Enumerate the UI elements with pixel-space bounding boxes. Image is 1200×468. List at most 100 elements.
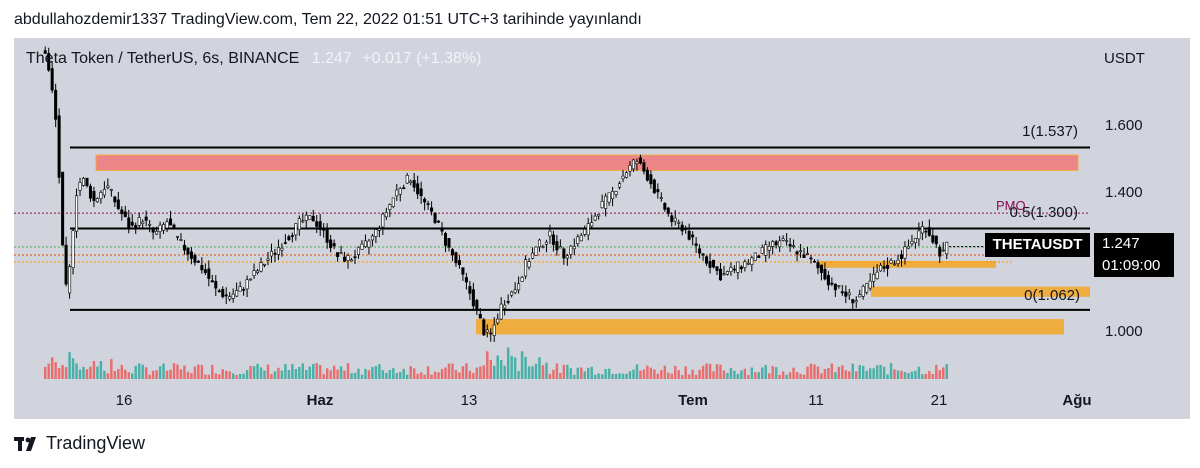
volume-bar (144, 367, 148, 379)
candle-body (621, 175, 625, 179)
volume-bar (256, 363, 259, 379)
candle-body (329, 239, 333, 249)
candle-body (454, 252, 458, 264)
volume-bar (708, 363, 712, 379)
candle-body (496, 318, 500, 324)
candle-body (520, 277, 524, 282)
candle-body (88, 186, 92, 199)
volume-bar (520, 351, 524, 379)
volume-bar (409, 366, 412, 379)
volume-bar (245, 370, 249, 379)
candle-body (276, 247, 280, 255)
volume-bar (392, 368, 395, 379)
candle-body (931, 235, 935, 243)
volume-bar (747, 374, 750, 379)
candle-body (872, 273, 876, 282)
candle-body (339, 252, 343, 254)
volume-bar (559, 372, 562, 379)
candle-body (725, 271, 729, 275)
candle-body (475, 299, 479, 310)
price-chart[interactable] (14, 38, 1190, 419)
volume-bar (54, 362, 57, 379)
candle-body (893, 263, 897, 266)
candle-body (920, 226, 924, 234)
volume-bar (503, 365, 506, 379)
candle-body (158, 224, 162, 232)
candle-body (311, 215, 315, 222)
tradingview-logo[interactable]: TradingView (14, 433, 145, 454)
candle-body (879, 265, 883, 272)
volume-bar (743, 368, 747, 379)
volume-bar (82, 366, 85, 379)
candle-body (611, 190, 615, 200)
candle-body (217, 290, 221, 293)
chart-panel[interactable]: Theta Token / TetherUS, 6s, BINANCE 1.24… (14, 38, 1190, 419)
candle-body (785, 240, 789, 242)
volume-bar (712, 371, 715, 379)
candle-body (443, 233, 448, 246)
volume-bar (768, 373, 771, 379)
volume-bar (71, 358, 75, 379)
candle-body (558, 246, 562, 249)
candle-body (833, 283, 837, 291)
volume-bar (837, 366, 841, 379)
volume-bar (493, 365, 496, 379)
volume-bar (479, 366, 482, 379)
candle-body (847, 292, 851, 296)
price-tick-label: 1.600 (1105, 117, 1143, 134)
volume-bar (412, 368, 416, 379)
candle-body (196, 260, 200, 263)
volume-bar (740, 370, 743, 379)
fib-level-0-label: 0(1.062) (1024, 287, 1080, 304)
volume-bar (437, 372, 440, 379)
volume-bar (315, 363, 318, 379)
volume-bar (635, 364, 639, 379)
volume-bar (799, 373, 802, 379)
volume-bar (124, 369, 127, 379)
candle-body (715, 266, 719, 271)
candle-body (47, 53, 51, 71)
publication-caption: abdullahozdemir1337 TradingView.com, Tem… (14, 11, 642, 28)
volume-bar (339, 366, 343, 379)
volume-bar (607, 368, 611, 379)
volume-bar (249, 365, 252, 379)
candle-body (705, 256, 709, 264)
candle-body (712, 259, 716, 268)
candle-body (186, 247, 190, 255)
candle-body (499, 303, 503, 320)
candle-body (604, 195, 608, 209)
candle-body (534, 246, 538, 256)
candle-body (419, 188, 423, 196)
price-axis-currency: USDT (1104, 50, 1145, 67)
candle-body (889, 260, 893, 264)
volume-bar (385, 372, 388, 379)
volume-bar (447, 363, 451, 379)
volume-bar (806, 366, 809, 379)
candle-body (840, 291, 844, 294)
candle-body (377, 228, 381, 231)
candle-body (792, 245, 796, 248)
volume-bar (632, 369, 635, 379)
volume-bar (861, 365, 865, 379)
volume-bar (305, 370, 308, 379)
volume-bar (468, 370, 472, 379)
volume-bar (733, 370, 736, 379)
volume-bar (555, 363, 559, 379)
candle-body (917, 230, 921, 240)
volume-bar (684, 366, 687, 379)
volume-bar (235, 374, 238, 379)
volume-bar (510, 355, 513, 379)
candle-body (350, 259, 354, 262)
volume-bar (360, 374, 364, 379)
candle-body (318, 221, 322, 230)
candle-body (61, 171, 65, 246)
volume-bar (872, 368, 875, 379)
volume-bar (942, 367, 945, 379)
candle-body (155, 230, 159, 235)
last-price-value: 1.247 (311, 50, 352, 67)
candle-body (938, 246, 942, 257)
volume-bar (357, 368, 360, 379)
volume-bar (938, 370, 941, 379)
candle-body (799, 250, 803, 253)
volume-bar (472, 373, 475, 379)
